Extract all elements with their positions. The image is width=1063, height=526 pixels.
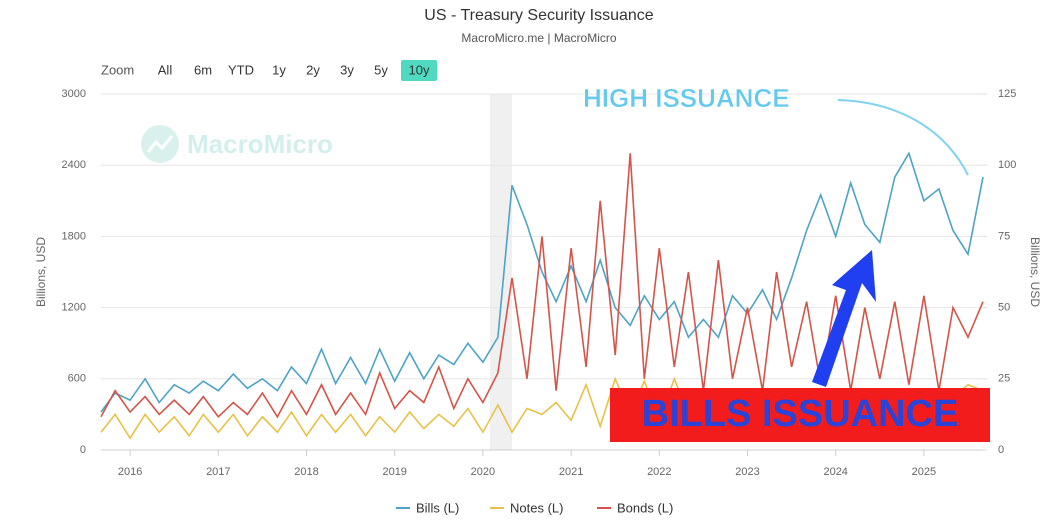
- series-line: [100, 153, 984, 419]
- y-tick-label: 600: [68, 373, 86, 385]
- range-button[interactable]: YTD: [228, 62, 254, 77]
- y-tick-label: 1800: [62, 230, 86, 242]
- y2-tick-label: 125: [998, 88, 1016, 100]
- legend-label[interactable]: Notes (L): [510, 500, 563, 515]
- legend: Bills (L) Notes (L) Bonds (L): [396, 500, 673, 515]
- zoom-label: Zoom: [101, 62, 134, 77]
- y2-tick-label: 75: [998, 230, 1010, 242]
- chart-title: US - Treasury Security Issuance: [424, 7, 654, 24]
- legend-label[interactable]: Bonds (L): [617, 500, 673, 515]
- annotation: HIGH ISSUANCE: [583, 83, 790, 113]
- series-line: [100, 151, 984, 413]
- range-button[interactable]: 5y: [374, 62, 388, 77]
- y2-axis-title: Billions, USD: [1028, 237, 1042, 307]
- chart-subtitle: MacroMicro.me | MacroMicro: [461, 31, 616, 45]
- y-tick-label: 0: [80, 444, 86, 456]
- y-tick-label: 1200: [62, 302, 86, 314]
- x-tick-label: 2022: [647, 466, 671, 478]
- range-button[interactable]: 10y: [409, 62, 430, 77]
- y-tick-label: 2400: [62, 159, 86, 171]
- range-button[interactable]: 6m: [194, 62, 212, 77]
- range-button-selected[interactable]: [401, 60, 437, 81]
- x-tick-label: 2020: [471, 466, 495, 478]
- range-button[interactable]: 2y: [306, 62, 320, 77]
- y2-tick-label: 50: [998, 302, 1010, 314]
- x-tick-label: 2021: [559, 466, 583, 478]
- range-button[interactable]: 3y: [340, 62, 354, 77]
- annotations: HIGH ISSUANCE BILLS ISSUANCE: [583, 83, 990, 442]
- y-tick-label: 3000: [62, 88, 86, 100]
- y2-tick-label: 100: [998, 159, 1016, 171]
- x-tick-label: 2016: [118, 466, 142, 478]
- annotation-box: [610, 388, 990, 442]
- range-selector: All 6m YTD 1y 2y 3y 5y 10y: [158, 60, 437, 81]
- plot-area: 0 600 1200 1800 2400 3000 0 25 50 75 100 125 2016 201…: [62, 88, 1017, 478]
- range-button[interactable]: All: [158, 62, 173, 77]
- watermark: MacroMicro: [187, 129, 333, 159]
- x-tick-label: 2023: [735, 466, 759, 478]
- y-axis-title: Billions, USD: [34, 237, 48, 307]
- x-tick-label: 2017: [206, 466, 230, 478]
- x-tick-label: 2018: [294, 466, 318, 478]
- y2-tick-label: 0: [998, 444, 1004, 456]
- x-tick-label: 2019: [382, 466, 406, 478]
- annotation: BILLS ISSUANCE: [642, 393, 959, 435]
- range-button[interactable]: 1y: [272, 62, 286, 77]
- y2-tick-label: 25: [998, 373, 1010, 385]
- x-tick-label: 2024: [823, 466, 847, 478]
- watermark-logo: [141, 125, 179, 163]
- arrow: [812, 250, 876, 387]
- x-tick-label: 2025: [912, 466, 936, 478]
- shaded-band: [489, 94, 513, 450]
- legend-label[interactable]: Bills (L): [416, 500, 459, 515]
- connector: [837, 99, 969, 176]
